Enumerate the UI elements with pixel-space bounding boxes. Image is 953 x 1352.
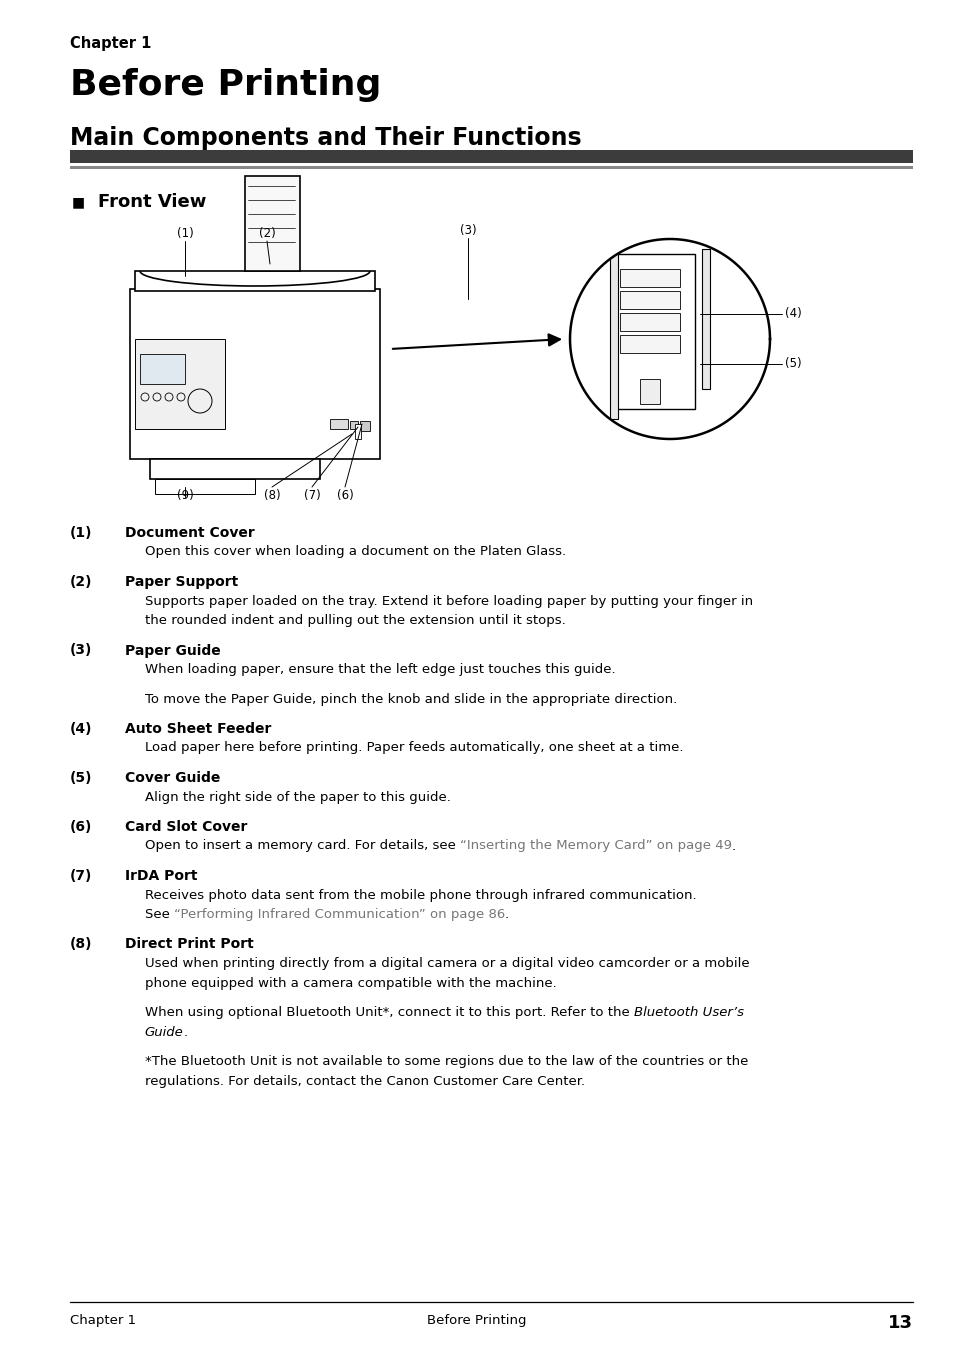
Bar bbox=[619, 314, 679, 331]
Bar bbox=[359, 420, 370, 431]
Bar bbox=[619, 269, 679, 287]
Text: Used when printing directly from a digital camera or a digital video camcorder o: Used when printing directly from a digit… bbox=[145, 957, 748, 969]
Text: *The Bluetooth Unit is not available to some regions due to the law of the count: *The Bluetooth Unit is not available to … bbox=[145, 1055, 747, 1068]
Text: 13: 13 bbox=[887, 1314, 912, 1332]
Text: Guide: Guide bbox=[145, 1026, 183, 1038]
Text: (1): (1) bbox=[176, 227, 193, 241]
Text: (8): (8) bbox=[70, 937, 92, 952]
Bar bbox=[609, 249, 618, 419]
Text: .: . bbox=[183, 1026, 188, 1038]
Text: (4): (4) bbox=[70, 722, 92, 735]
Text: When using optional Bluetooth Unit*, connect it to this port. Refer to the: When using optional Bluetooth Unit*, con… bbox=[145, 1006, 633, 1019]
Bar bbox=[355, 425, 360, 439]
Text: Align the right side of the paper to this guide.: Align the right side of the paper to thi… bbox=[145, 791, 450, 803]
Text: (7): (7) bbox=[70, 869, 91, 883]
Text: (1): (1) bbox=[70, 526, 92, 539]
Text: Paper Guide: Paper Guide bbox=[125, 644, 220, 657]
Text: Bluetooth User’s: Bluetooth User’s bbox=[633, 1006, 742, 1019]
Text: regulations. For details, contact the Canon Customer Care Center.: regulations. For details, contact the Ca… bbox=[145, 1075, 584, 1087]
Text: ■: ■ bbox=[71, 195, 85, 210]
Bar bbox=[245, 176, 299, 270]
Bar bbox=[130, 289, 379, 458]
Bar bbox=[619, 335, 679, 353]
Text: See: See bbox=[145, 909, 173, 921]
Text: Before Printing: Before Printing bbox=[427, 1314, 526, 1328]
Text: Main Components and Their Functions: Main Components and Their Functions bbox=[70, 126, 580, 150]
Bar bbox=[150, 458, 319, 479]
Text: To move the Paper Guide, pinch the knob and slide in the appropriate direction.: To move the Paper Guide, pinch the knob … bbox=[145, 692, 677, 706]
Bar bbox=[70, 166, 912, 169]
Text: Card Slot Cover: Card Slot Cover bbox=[125, 821, 247, 834]
Text: Front View: Front View bbox=[97, 193, 206, 211]
Text: (2): (2) bbox=[70, 575, 92, 589]
Text: Auto Sheet Feeder: Auto Sheet Feeder bbox=[125, 722, 271, 735]
Bar bbox=[350, 420, 357, 429]
Text: Load paper here before printing. Paper feeds automatically, one sheet at a time.: Load paper here before printing. Paper f… bbox=[145, 741, 682, 754]
Bar bbox=[135, 270, 375, 291]
Text: Chapter 1: Chapter 1 bbox=[70, 1314, 135, 1328]
Text: (2): (2) bbox=[258, 227, 275, 241]
Text: .: . bbox=[731, 840, 735, 853]
Bar bbox=[330, 419, 348, 429]
Text: .: . bbox=[504, 909, 509, 921]
Text: When loading paper, ensure that the left edge just touches this guide.: When loading paper, ensure that the left… bbox=[145, 662, 615, 676]
Text: (8): (8) bbox=[263, 489, 280, 502]
Text: (5): (5) bbox=[70, 771, 92, 786]
Bar bbox=[615, 254, 695, 410]
Text: Open this cover when loading a document on the Platen Glass.: Open this cover when loading a document … bbox=[145, 545, 565, 558]
Bar bbox=[154, 479, 254, 493]
Text: (9): (9) bbox=[176, 489, 193, 502]
Bar bbox=[701, 249, 709, 389]
Text: Paper Support: Paper Support bbox=[125, 575, 237, 589]
Text: Chapter 1: Chapter 1 bbox=[70, 37, 151, 51]
Text: (3): (3) bbox=[70, 644, 91, 657]
Bar bbox=[135, 339, 225, 429]
Text: Before Printing: Before Printing bbox=[70, 68, 380, 101]
Text: Supports paper loaded on the tray. Extend it before loading paper by putting you: Supports paper loaded on the tray. Exten… bbox=[145, 595, 752, 607]
Bar bbox=[140, 354, 185, 384]
Text: Document Cover: Document Cover bbox=[125, 526, 254, 539]
Text: (6): (6) bbox=[336, 489, 353, 502]
Text: Direct Print Port: Direct Print Port bbox=[125, 937, 253, 952]
Bar bbox=[70, 150, 912, 164]
Text: (7): (7) bbox=[303, 489, 320, 502]
Text: the rounded indent and pulling out the extension until it stops.: the rounded indent and pulling out the e… bbox=[145, 614, 565, 627]
Text: IrDA Port: IrDA Port bbox=[125, 869, 197, 883]
Bar bbox=[639, 379, 659, 404]
Text: Open to insert a memory card. For details, see: Open to insert a memory card. For detail… bbox=[145, 840, 459, 853]
Text: Receives photo data sent from the mobile phone through infrared communication.: Receives photo data sent from the mobile… bbox=[145, 888, 696, 902]
Text: (6): (6) bbox=[70, 821, 91, 834]
Text: phone equipped with a camera compatible with the machine.: phone equipped with a camera compatible … bbox=[145, 976, 556, 990]
Bar bbox=[619, 291, 679, 310]
Text: “Inserting the Memory Card” on page 49: “Inserting the Memory Card” on page 49 bbox=[459, 840, 731, 853]
Text: (3): (3) bbox=[459, 224, 476, 237]
Text: (4): (4) bbox=[784, 307, 801, 320]
Text: Cover Guide: Cover Guide bbox=[125, 771, 220, 786]
Text: (5): (5) bbox=[784, 357, 801, 370]
Text: “Performing Infrared Communication” on page 86: “Performing Infrared Communication” on p… bbox=[173, 909, 504, 921]
